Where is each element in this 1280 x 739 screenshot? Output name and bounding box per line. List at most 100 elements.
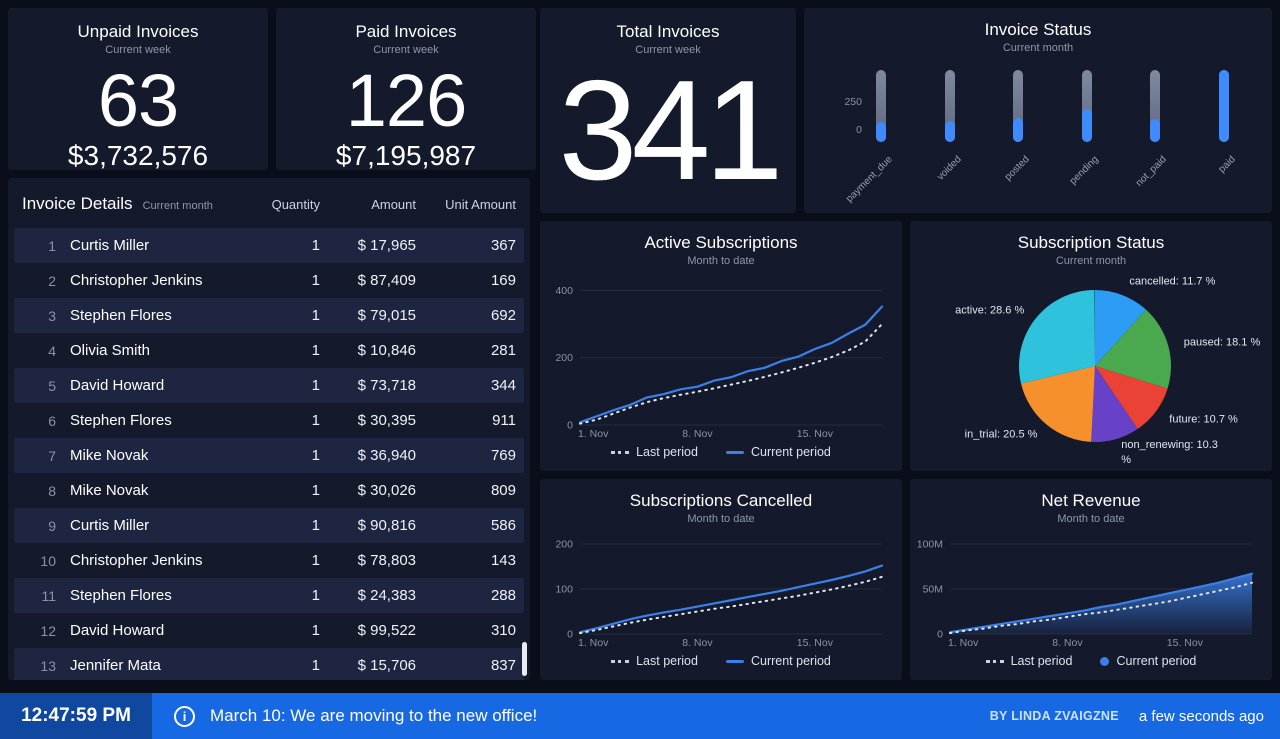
column-header-amount[interactable]: Amount	[371, 196, 416, 212]
gauge-label-posted: posted	[1002, 154, 1032, 184]
cell-customer-name: Olivia Smith	[70, 342, 151, 359]
gauge-fill-voided	[944, 120, 955, 143]
cell-index: 5	[48, 377, 56, 394]
gauge-fill-posted	[1013, 117, 1024, 143]
svg-text:100M: 100M	[917, 539, 943, 551]
clock: 12:47:59 PM	[0, 693, 152, 739]
gauge-track	[1081, 70, 1092, 143]
dotted-line-icon	[611, 450, 630, 454]
cell-customer-name: Mike Novak	[70, 482, 149, 499]
cell-index: 8	[48, 482, 56, 499]
cell-unit-amount: 288	[490, 587, 516, 604]
svg-text:15. Nov: 15. Nov	[797, 428, 834, 440]
table-row: 5 David Howard 1 $ 73,718 344	[14, 368, 524, 403]
panel-total-invoices: Total Invoices Current week 341	[540, 8, 796, 213]
gauge-track	[1013, 70, 1024, 143]
legend-last-period[interactable]: Last period	[611, 654, 698, 668]
gauge-fill-payment_due	[876, 122, 886, 143]
panel-net-revenue: Net Revenue Month to date 0 50M 100M 1. Nov…	[910, 479, 1272, 680]
panel-title: Subscriptions Cancelled	[629, 491, 813, 510]
cell-quantity: 1	[311, 552, 320, 569]
cell-quantity: 1	[311, 272, 320, 289]
pie-label-in_trial: in_trial: 20.5 %	[964, 428, 1038, 441]
gauge-label-pending: pending	[1067, 154, 1101, 188]
invoice-status-gauge-chart[interactable]: 250 0 payment_due voided posted pending not_pa…	[810, 56, 1266, 213]
cell-unit-amount: 586	[490, 517, 516, 534]
pie-label-active: active: 28.6 %	[955, 304, 1025, 317]
panel-title: Active Subscriptions	[644, 233, 798, 252]
legend-label: Current period	[750, 654, 831, 669]
table-subtitle: Current month	[142, 200, 213, 212]
chart-legend: Last period Current period	[910, 649, 1272, 680]
table-row: 6 Stephen Flores 1 $ 30,395 911	[14, 403, 524, 438]
pie-label-future: future: 10.7 %	[1169, 413, 1238, 426]
cell-quantity: 1	[311, 447, 320, 464]
paid-amount: $7,195,987	[335, 139, 477, 170]
table-scrollbar-thumb[interactable]	[522, 642, 527, 676]
column-header-quantity[interactable]: Quantity	[271, 196, 320, 212]
total-count: 341	[558, 51, 784, 211]
dotted-line-icon	[611, 659, 630, 663]
solid-line-icon	[725, 450, 744, 454]
cell-index: 1	[48, 237, 56, 254]
panel-title: Unpaid Invoices	[77, 22, 199, 41]
legend-label: Last period	[1010, 654, 1073, 669]
legend-label: Current period	[1116, 654, 1197, 669]
cell-index: 6	[48, 412, 56, 429]
legend-label: Current period	[750, 445, 831, 460]
cell-customer-name: Christopher Jenkins	[70, 552, 203, 569]
dot-marker-icon	[1100, 656, 1110, 666]
cell-customer-name: Curtis Miller	[70, 237, 150, 254]
panel-title: Total Invoices	[616, 22, 720, 41]
table-row: 10 Christopher Jenkins 1 $ 78,803 143	[14, 543, 524, 578]
net-revenue-chart[interactable]: 0 50M 100M 1. Nov 8. Nov 15. Nov	[916, 527, 1266, 649]
cell-amount: $ 30,026	[357, 482, 416, 499]
svg-text:0: 0	[567, 629, 573, 641]
panel-subtitle: Month to date	[687, 255, 755, 268]
panel-title: Net Revenue	[1041, 491, 1141, 510]
svg-text:400: 400	[555, 285, 573, 297]
cell-quantity: 1	[311, 342, 320, 359]
cell-quantity: 1	[311, 377, 320, 394]
info-icon: i	[174, 705, 195, 727]
cell-amount: $ 10,846	[357, 342, 416, 359]
legend-last-period[interactable]: Last period	[985, 654, 1073, 669]
cell-index: 4	[48, 342, 56, 359]
cell-customer-name: David Howard	[70, 377, 165, 394]
subscription-status-pie-chart[interactable]: cancelled: 11.7 % paused: 18.1 % future: 1…	[916, 269, 1266, 471]
announcement-age: a few seconds ago	[1138, 707, 1264, 725]
legend-current-period[interactable]: Current period	[725, 445, 831, 460]
subscriptions-cancelled-chart[interactable]: 0 100 200 1. Nov 8. Nov 15. Nov	[546, 527, 896, 649]
gauge-label-not_paid: not_paid	[1134, 154, 1170, 190]
cell-customer-name: Stephen Flores	[70, 587, 172, 604]
legend-current-period[interactable]: Current period	[725, 654, 831, 669]
table-row: 12 David Howard 1 $ 99,522 310	[14, 613, 524, 648]
cell-unit-amount: 692	[490, 307, 516, 324]
cell-customer-name: Christopher Jenkins	[70, 272, 203, 289]
cell-customer-name: Curtis Miller	[70, 517, 150, 534]
cell-index: 11	[41, 587, 56, 604]
cell-amount: $ 24,383	[357, 587, 416, 604]
cell-unit-amount: 310	[490, 622, 516, 639]
svg-text:15. Nov: 15. Nov	[1167, 637, 1204, 649]
cell-amount: $ 90,816	[357, 517, 416, 534]
cell-index: 13	[40, 657, 56, 674]
active-subscriptions-chart[interactable]: 0 200 400 1. Nov 8. Nov 15. Nov	[546, 269, 896, 440]
table-row: 9 Curtis Miller 1 $ 90,816 586	[14, 508, 524, 543]
table-row: 4 Olivia Smith 1 $ 10,846 281	[14, 333, 524, 368]
panel-invoice-status: Invoice Status Current month 250 0 payment…	[804, 8, 1272, 213]
panel-subtitle: Current week	[105, 44, 171, 57]
svg-text:0: 0	[937, 629, 943, 641]
cell-unit-amount: 143	[490, 552, 516, 569]
legend-current-period[interactable]: Current period	[1100, 654, 1196, 668]
cell-unit-amount: 809	[490, 482, 516, 499]
legend-last-period[interactable]: Last period	[611, 445, 698, 459]
column-header-unit-amount[interactable]: Unit Amount	[445, 196, 516, 212]
panel-subtitle: Current month	[1055, 255, 1127, 268]
panel-subtitle: Month to date	[687, 513, 755, 526]
table-row: 3 Stephen Flores 1 $ 79,015 692	[14, 298, 524, 333]
pie-label-paused: paused: 18.1 %	[1183, 336, 1261, 349]
legend-label: Last period	[636, 654, 698, 669]
panel-subtitle: Current week	[373, 44, 439, 57]
panel-subtitle: Current month	[1002, 42, 1074, 55]
